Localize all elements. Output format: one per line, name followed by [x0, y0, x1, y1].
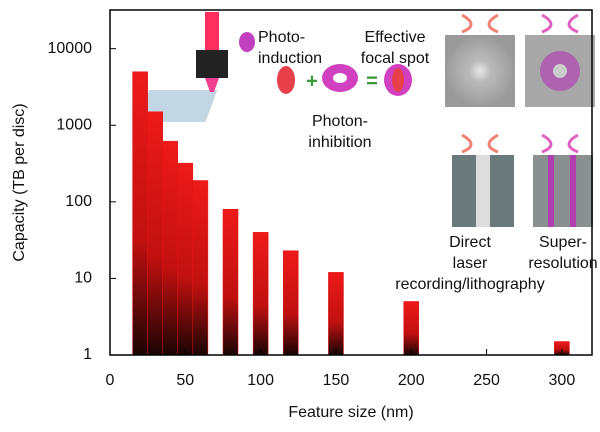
annotation: +: [306, 70, 318, 92]
y-tick-label: 100: [65, 193, 92, 210]
annotation: laser: [453, 255, 488, 272]
inset-illustration: [137, 12, 595, 227]
annotation: Effective: [364, 29, 425, 46]
annotation: resolution: [528, 255, 597, 272]
bar: [222, 209, 239, 356]
bar: [162, 140, 179, 356]
x-axis-label: Feature size (nm): [288, 404, 413, 421]
bar: [403, 301, 420, 356]
x-tick-label: 0: [106, 372, 115, 389]
bar: [132, 71, 148, 356]
annotation: recording/lithography: [395, 276, 544, 293]
annotation: Photon-: [312, 113, 368, 130]
bar: [252, 232, 269, 356]
bar: [147, 111, 163, 356]
y-tick-label: 1000: [56, 116, 92, 133]
bar: [282, 250, 299, 356]
annotation: induction: [258, 50, 322, 67]
x-tick-label: 300: [549, 372, 576, 389]
x-tick-label: 50: [176, 372, 194, 389]
annotation: Direct: [449, 234, 491, 251]
y-tick-label: 1: [83, 346, 92, 363]
bar: [192, 180, 209, 356]
x-tick-label: 150: [323, 372, 350, 389]
plot-frame: [109, 9, 593, 356]
annotation: Photo-: [258, 29, 305, 46]
annotation: Super-: [539, 234, 587, 251]
annotation: focal spot: [361, 50, 430, 67]
x-tick-label: 100: [247, 372, 274, 389]
y-tick-label: 10: [74, 270, 92, 287]
bar: [177, 162, 194, 356]
y-axis-label: Capacity (TB per disc): [11, 103, 28, 261]
x-tick-label: 250: [473, 372, 500, 389]
bar: [328, 272, 344, 356]
annotation: =: [366, 70, 378, 92]
x-tick-label: 200: [398, 372, 425, 389]
y-tick-label: 10000: [48, 40, 93, 57]
annotation: inhibition: [308, 134, 371, 151]
